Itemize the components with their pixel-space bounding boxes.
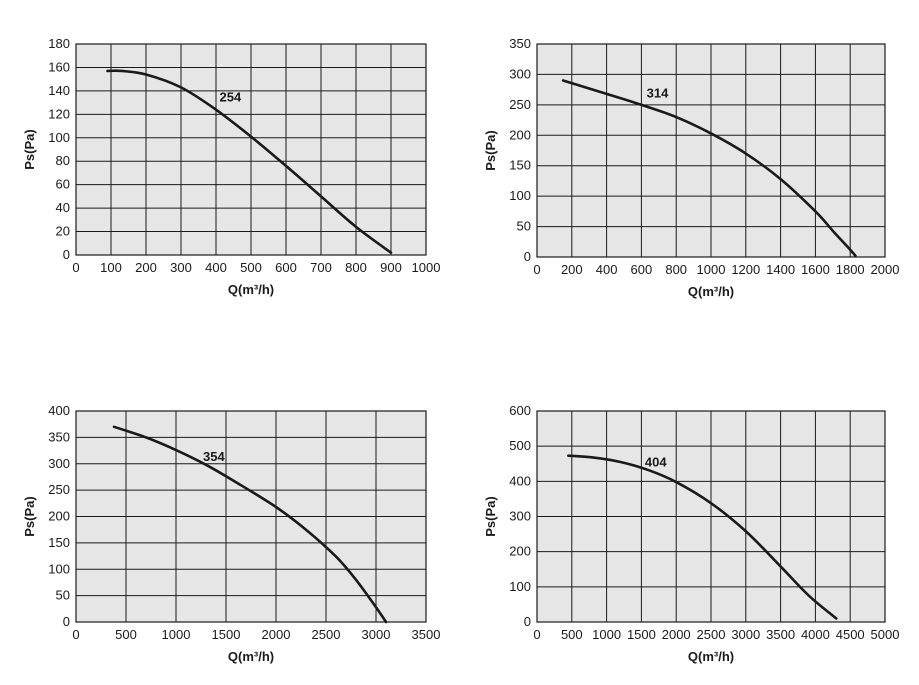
x-tick-label: 500 bbox=[240, 260, 262, 275]
y-tick-label: 50 bbox=[56, 588, 70, 603]
chart-1: 0 100 200 300 400 500 600 700 800 900 1000 0 20 40 60 8… bbox=[22, 36, 440, 297]
x-axis-title: Q(m³/h) bbox=[688, 284, 734, 299]
y-tick-label: 350 bbox=[509, 36, 531, 51]
x-tick-label: 3000 bbox=[362, 627, 391, 642]
y-tick-label: 180 bbox=[48, 36, 70, 51]
y-tick-label: 20 bbox=[56, 224, 70, 239]
x-tick-label: 1000 bbox=[162, 627, 191, 642]
y-tick-label: 160 bbox=[48, 59, 70, 74]
y-tick-label: 150 bbox=[509, 158, 531, 173]
y-tick-label: 250 bbox=[509, 97, 531, 112]
y-tick-label: 100 bbox=[509, 188, 531, 203]
curve-label: 254 bbox=[220, 89, 242, 104]
x-tick-label: 1600 bbox=[801, 262, 830, 277]
x-tick-label: 2000 bbox=[262, 627, 291, 642]
x-tick-label: 4500 bbox=[836, 627, 865, 642]
x-tick-label: 1000 bbox=[592, 627, 621, 642]
x-tick-label: 2500 bbox=[312, 627, 341, 642]
curve-label: 354 bbox=[203, 449, 225, 464]
x-tick-label: 1400 bbox=[766, 262, 795, 277]
y-tick-label: 100 bbox=[48, 561, 70, 576]
x-tick-label: 0 bbox=[72, 627, 79, 642]
y-tick-label: 0 bbox=[524, 614, 531, 629]
curve-354 bbox=[112, 425, 388, 624]
y-axis-title: Ps(Pa) bbox=[22, 129, 37, 169]
y-tick-label: 200 bbox=[48, 509, 70, 524]
x-tick-label: 1200 bbox=[731, 262, 760, 277]
x-tick-label: 1000 bbox=[412, 260, 441, 275]
x-tick-label: 100 bbox=[100, 260, 122, 275]
x-tick-label: 400 bbox=[205, 260, 227, 275]
curve-254 bbox=[106, 69, 393, 254]
y-tick-label: 120 bbox=[48, 106, 70, 121]
curve-404 bbox=[567, 454, 838, 620]
y-tick-label: 300 bbox=[509, 509, 531, 524]
x-tick-label: 3500 bbox=[412, 627, 441, 642]
x-axis-title: Q(m³/h) bbox=[228, 649, 274, 664]
x-axis-title: Q(m³/h) bbox=[688, 649, 734, 664]
x-tick-label: 600 bbox=[631, 262, 653, 277]
y-tick-label: 350 bbox=[48, 429, 70, 444]
x-tick-label: 1500 bbox=[627, 627, 656, 642]
x-tick-label: 3000 bbox=[731, 627, 760, 642]
x-tick-label: 500 bbox=[561, 627, 583, 642]
chart-3: 0 500 1000 1500 2000 2500 3000 3500 0 50 100 150 200… bbox=[22, 403, 440, 664]
x-tick-label: 900 bbox=[380, 260, 402, 275]
x-tick-label: 800 bbox=[665, 262, 687, 277]
y-tick-label: 150 bbox=[48, 535, 70, 550]
x-tick-label: 500 bbox=[115, 627, 137, 642]
y-tick-label: 80 bbox=[56, 153, 70, 168]
x-axis-title: Q(m³/h) bbox=[228, 282, 274, 297]
y-tick-label: 200 bbox=[509, 127, 531, 142]
x-tick-label: 1000 bbox=[697, 262, 726, 277]
y-tick-label: 0 bbox=[524, 249, 531, 264]
y-tick-label: 400 bbox=[48, 403, 70, 418]
y-tick-label: 200 bbox=[509, 544, 531, 559]
y-tick-label: 0 bbox=[63, 614, 70, 629]
y-tick-label: 400 bbox=[509, 473, 531, 488]
x-tick-label: 400 bbox=[596, 262, 618, 277]
y-tick-label: 60 bbox=[56, 177, 70, 192]
x-tick-label: 0 bbox=[72, 260, 79, 275]
y-tick-label: 300 bbox=[509, 66, 531, 81]
x-tick-label: 600 bbox=[275, 260, 297, 275]
y-tick-label: 100 bbox=[509, 579, 531, 594]
y-tick-label: 250 bbox=[48, 482, 70, 497]
y-axis-title: Ps(Pa) bbox=[22, 496, 37, 536]
y-tick-label: 40 bbox=[56, 200, 70, 215]
curve-314 bbox=[561, 79, 857, 258]
x-tick-label: 2000 bbox=[662, 627, 691, 642]
y-axis-title: Ps(Pa) bbox=[483, 130, 498, 170]
curve-label: 314 bbox=[647, 86, 669, 101]
y-tick-label: 140 bbox=[48, 83, 70, 98]
x-tick-label: 2000 bbox=[871, 262, 900, 277]
curve-label: 404 bbox=[645, 455, 667, 470]
x-tick-label: 200 bbox=[561, 262, 583, 277]
x-tick-label: 700 bbox=[310, 260, 332, 275]
x-tick-label: 800 bbox=[345, 260, 367, 275]
x-tick-label: 0 bbox=[533, 262, 540, 277]
chart-4: 0 500 1000 1500 2000 2500 3000 3500 4000 4500 5000… bbox=[483, 403, 899, 664]
y-tick-label: 100 bbox=[48, 130, 70, 145]
chart-2: 0 200 400 600 800 1000 1200 1400 1600 1800 2000 0 50… bbox=[483, 36, 899, 299]
y-tick-label: 0 bbox=[63, 247, 70, 262]
y-tick-label: 50 bbox=[517, 219, 531, 234]
y-axis-title: Ps(Pa) bbox=[483, 496, 498, 536]
x-tick-label: 5000 bbox=[871, 627, 900, 642]
x-tick-label: 1800 bbox=[836, 262, 865, 277]
x-tick-label: 200 bbox=[135, 260, 157, 275]
x-tick-label: 4000 bbox=[801, 627, 830, 642]
y-tick-label: 500 bbox=[509, 438, 531, 453]
x-tick-label: 300 bbox=[170, 260, 192, 275]
x-tick-label: 3500 bbox=[766, 627, 795, 642]
x-tick-label: 1500 bbox=[212, 627, 241, 642]
y-tick-label: 300 bbox=[48, 456, 70, 471]
y-tick-label: 600 bbox=[509, 403, 531, 418]
x-tick-label: 0 bbox=[533, 627, 540, 642]
x-tick-label: 2500 bbox=[697, 627, 726, 642]
